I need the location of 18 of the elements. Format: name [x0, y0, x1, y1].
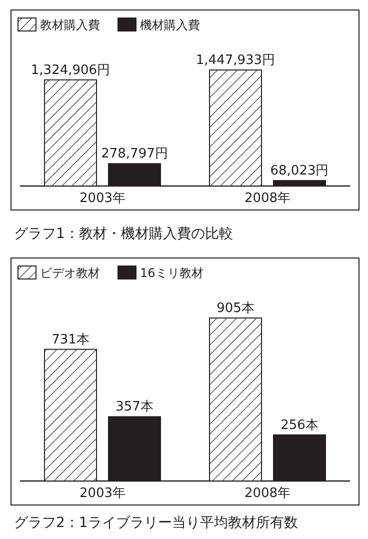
data-label: 905本	[216, 301, 254, 316]
data-label: 256本	[280, 418, 318, 433]
data-label: 731本	[52, 332, 90, 348]
data-label: 278,797円	[101, 146, 168, 162]
x-tick-label: 2008年	[244, 191, 291, 206]
x-tick-label: 2003年	[79, 191, 126, 206]
data-label: 68,023円	[270, 164, 329, 179]
legend-label: 教材購入費	[40, 18, 100, 32]
data-label: 357本	[116, 400, 154, 415]
legend-label: 機材購入費	[140, 18, 200, 32]
text: グラフ1：教材・機材購入費の比較	[14, 226, 233, 242]
data-label: 1,447,933円	[196, 53, 276, 68]
x-tick-label: 2008年	[244, 486, 291, 501]
x-tick-label: 2003年	[79, 486, 126, 501]
data-label: 1,324,906円	[30, 62, 110, 78]
legend-label: 16ミリ教材	[140, 266, 204, 280]
text: グラフ2：1ライブラリー当り平均教材所有数	[14, 515, 298, 531]
legend-label: ビデオ教材	[40, 266, 100, 280]
